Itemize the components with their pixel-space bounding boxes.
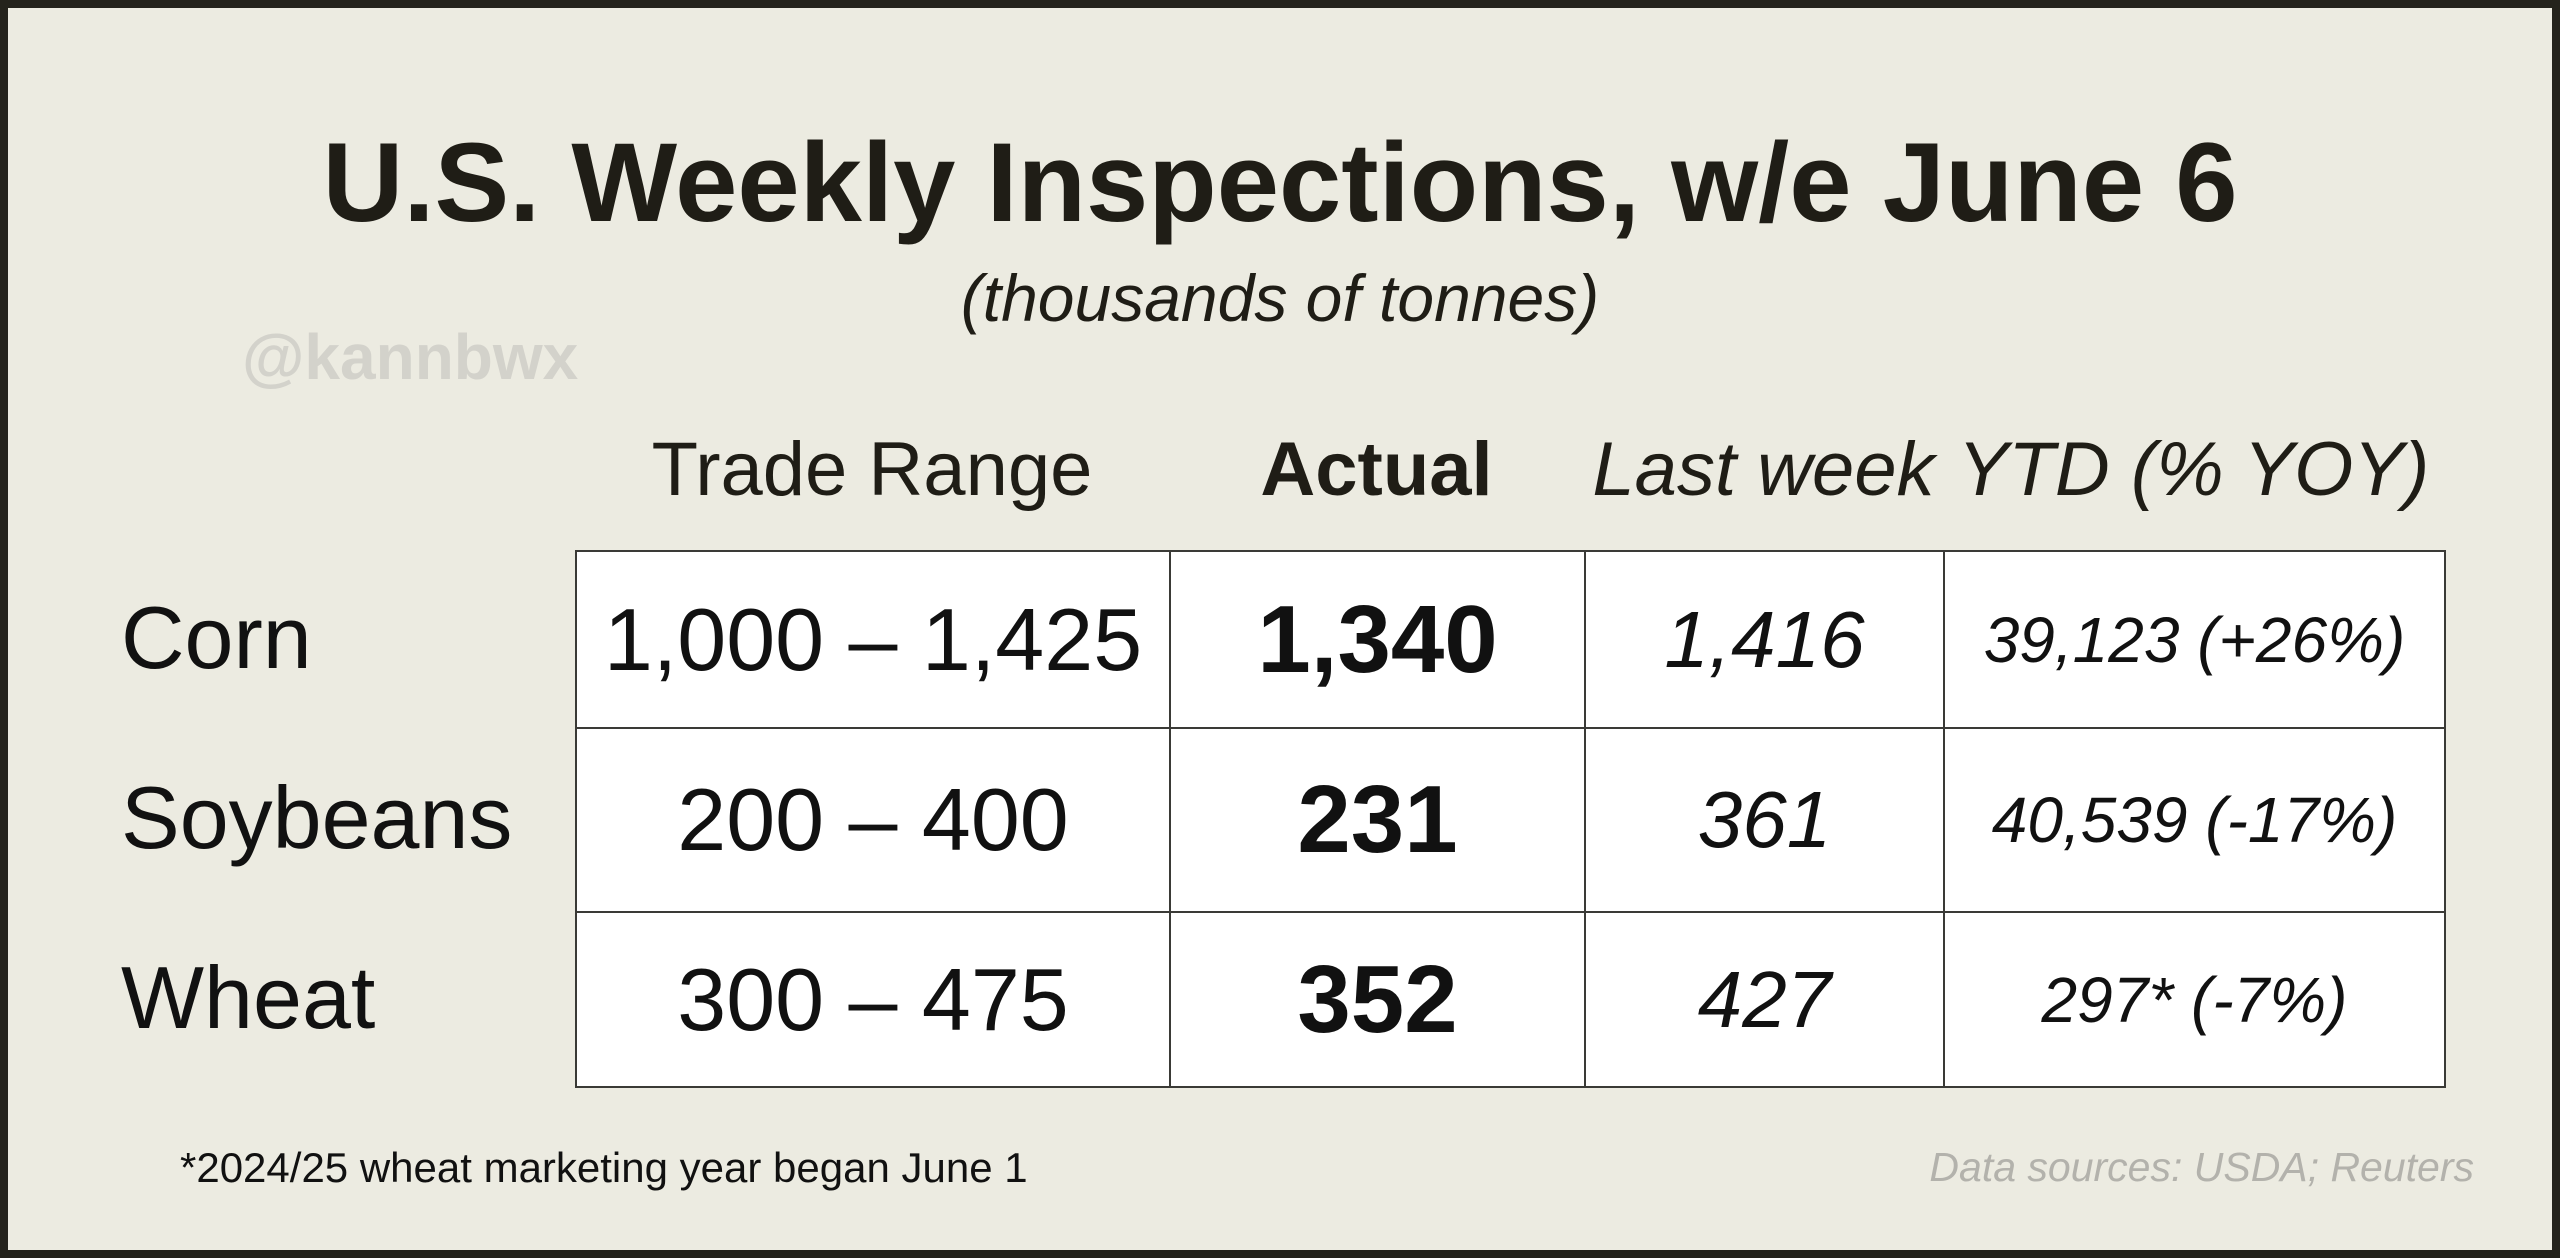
row-label: Corn bbox=[121, 587, 312, 687]
column-header: Trade Range bbox=[651, 427, 1093, 512]
table-cell: 361 bbox=[1584, 727, 1945, 913]
source-note: Data sources: USDA; Reuters bbox=[1929, 1144, 2474, 1190]
table-cell: 300 – 475 bbox=[575, 911, 1171, 1088]
column-header: YTD (% YOY) bbox=[1957, 427, 2430, 512]
subtitle: (thousands of tonnes) bbox=[960, 261, 1600, 335]
table-cell: 39,123 (+26%) bbox=[1943, 550, 2446, 729]
table-cell: 297* (-7%) bbox=[1943, 911, 2446, 1088]
title: U.S. Weekly Inspections, w/e June 6 bbox=[322, 120, 2238, 245]
watermark: @kannbwx bbox=[242, 321, 579, 393]
table-row: 1,000 – 1,425 1,340 1,416 39,123 (+26%) bbox=[575, 550, 2446, 729]
table-cell: 200 – 400 bbox=[575, 727, 1171, 913]
table-row: 300 – 475 352 427 297* (-7%) bbox=[575, 911, 2446, 1088]
column-header: Actual bbox=[1260, 427, 1493, 512]
table-cell: 40,539 (-17%) bbox=[1943, 727, 2446, 913]
table-cell: 352 bbox=[1169, 911, 1586, 1088]
footnote: *2024/25 wheat marketing year began June… bbox=[180, 1144, 1028, 1191]
table-cell: 427 bbox=[1584, 911, 1945, 1088]
table-row: 200 – 400 231 361 40,539 (-17%) bbox=[575, 727, 2446, 913]
table-cell: 1,000 – 1,425 bbox=[575, 550, 1171, 729]
column-header: Last week bbox=[1592, 427, 1935, 512]
data-table: 1,000 – 1,425 1,340 1,416 39,123 (+26%) 200 … bbox=[575, 550, 2446, 1088]
table-cell: 231 bbox=[1169, 727, 1586, 913]
row-label: Wheat bbox=[121, 947, 376, 1047]
table-cell: 1,416 bbox=[1584, 550, 1945, 729]
table-cell: 1,340 bbox=[1169, 550, 1586, 729]
row-label: Soybeans bbox=[121, 768, 513, 867]
